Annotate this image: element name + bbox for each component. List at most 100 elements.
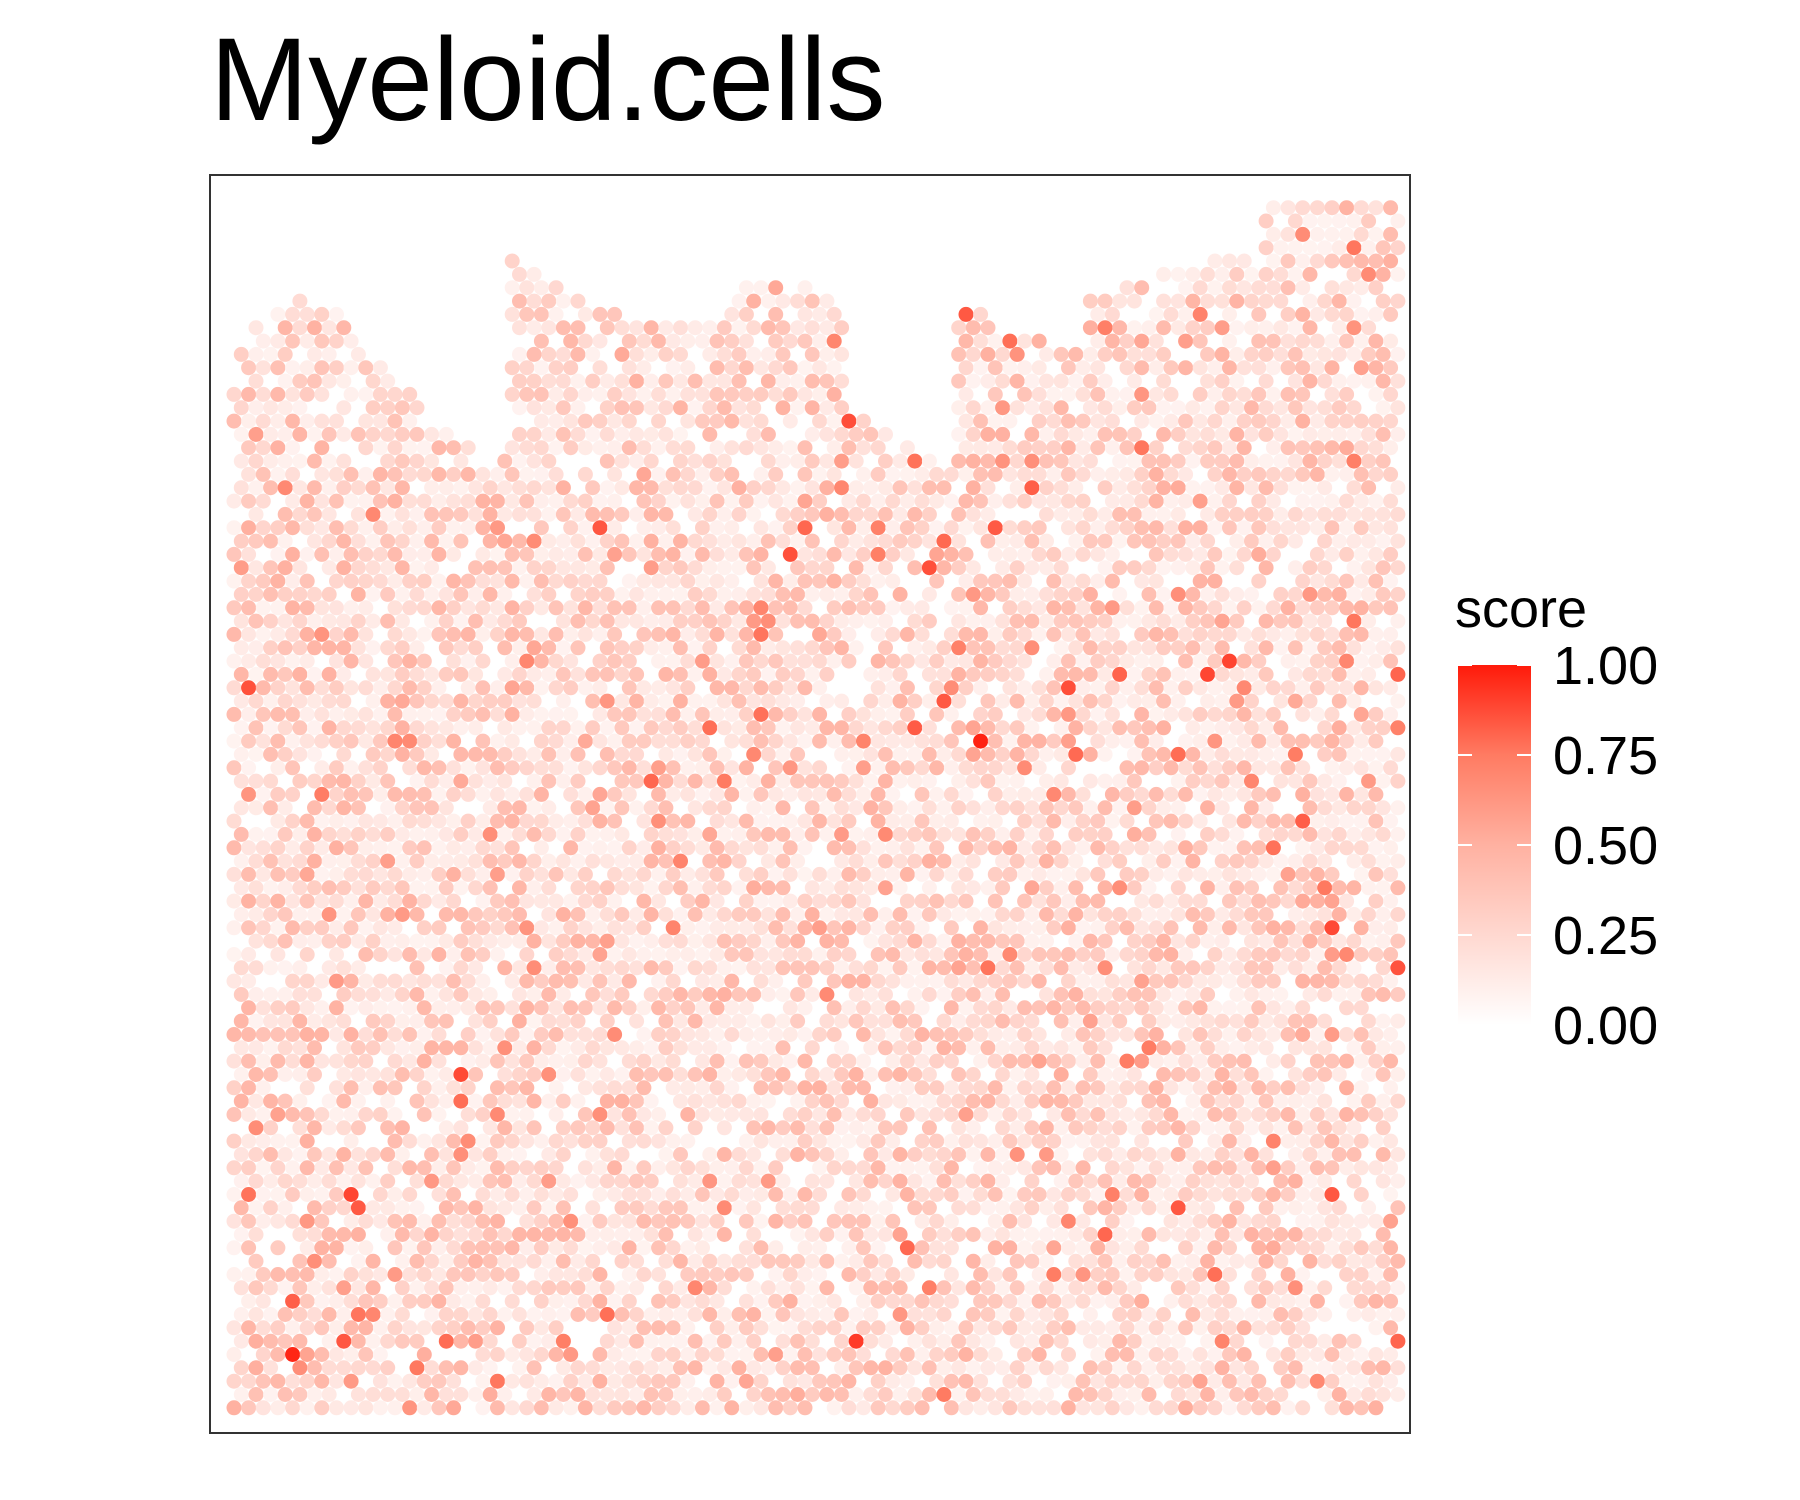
data-point bbox=[1082, 640, 1098, 656]
data-point bbox=[570, 880, 586, 896]
data-point bbox=[958, 1320, 974, 1336]
data-point bbox=[358, 1213, 374, 1229]
data-point bbox=[585, 693, 601, 709]
data-point bbox=[1214, 826, 1230, 842]
data-point bbox=[658, 480, 674, 496]
data-point bbox=[658, 613, 674, 629]
data-point bbox=[519, 760, 535, 776]
data-point bbox=[468, 1200, 484, 1216]
data-point bbox=[263, 1147, 279, 1162]
data-point bbox=[819, 1253, 835, 1269]
data-point bbox=[277, 720, 293, 736]
data-point bbox=[951, 1387, 967, 1402]
data-point bbox=[387, 1373, 403, 1389]
data-point bbox=[1258, 853, 1274, 869]
data-point bbox=[841, 493, 857, 509]
data-point bbox=[885, 973, 901, 989]
data-point bbox=[233, 826, 249, 842]
data-point bbox=[753, 840, 769, 856]
data-point bbox=[951, 506, 967, 522]
data-point bbox=[856, 1187, 871, 1202]
data-point bbox=[570, 613, 586, 629]
data-point bbox=[438, 960, 454, 976]
data-point bbox=[1185, 480, 1201, 496]
data-point bbox=[504, 1027, 520, 1042]
data-point bbox=[468, 1360, 484, 1376]
data-point bbox=[453, 1147, 469, 1162]
data-point bbox=[1068, 1120, 1084, 1136]
data-point bbox=[285, 1160, 301, 1176]
data-point bbox=[914, 626, 930, 642]
data-point bbox=[892, 720, 908, 736]
data-point bbox=[350, 1147, 366, 1162]
data-point bbox=[314, 1267, 330, 1282]
data-point bbox=[453, 613, 469, 629]
data-point bbox=[702, 506, 718, 522]
data-point bbox=[1200, 1360, 1216, 1376]
data-point bbox=[394, 560, 410, 576]
data-point bbox=[570, 773, 586, 789]
data-point bbox=[1207, 947, 1223, 962]
data-point bbox=[1134, 920, 1150, 936]
data-point bbox=[951, 533, 967, 549]
data-point bbox=[1126, 1067, 1142, 1082]
data-point bbox=[475, 920, 491, 936]
data-point bbox=[277, 1333, 293, 1349]
data-point bbox=[1302, 1173, 1318, 1189]
data-point bbox=[1185, 1360, 1201, 1376]
data-point bbox=[541, 720, 557, 736]
data-point bbox=[1192, 653, 1208, 669]
data-point bbox=[1222, 1373, 1237, 1389]
data-point bbox=[233, 560, 249, 576]
data-point bbox=[1258, 826, 1274, 842]
data-point bbox=[936, 666, 952, 682]
data-point bbox=[929, 1320, 945, 1336]
data-point bbox=[687, 746, 703, 762]
data-point bbox=[468, 586, 484, 602]
data-point bbox=[614, 773, 630, 789]
data-point bbox=[1361, 907, 1377, 922]
data-point bbox=[797, 1240, 813, 1256]
data-point bbox=[314, 1160, 330, 1176]
data-point bbox=[856, 1293, 871, 1309]
data-point bbox=[614, 1067, 630, 1082]
data-point bbox=[680, 866, 696, 882]
data-point bbox=[431, 1267, 447, 1282]
data-point bbox=[497, 1200, 513, 1216]
data-point bbox=[885, 626, 901, 642]
data-point bbox=[577, 520, 593, 536]
data-point bbox=[497, 933, 513, 949]
data-point bbox=[965, 1387, 981, 1402]
data-point bbox=[1280, 680, 1296, 696]
data-point bbox=[951, 826, 967, 842]
data-point bbox=[394, 693, 410, 709]
data-point bbox=[1170, 506, 1186, 522]
data-point bbox=[636, 1373, 652, 1389]
data-point bbox=[387, 1187, 403, 1202]
data-point bbox=[387, 706, 403, 722]
data-point bbox=[577, 1400, 593, 1416]
data-point bbox=[475, 1347, 491, 1362]
data-point bbox=[973, 1107, 989, 1122]
data-point bbox=[1112, 613, 1128, 629]
data-point bbox=[907, 773, 923, 789]
data-point bbox=[387, 786, 403, 802]
data-point bbox=[643, 1173, 659, 1189]
data-point bbox=[760, 1173, 776, 1189]
data-point bbox=[651, 973, 667, 989]
data-point bbox=[709, 466, 725, 482]
data-point bbox=[899, 1267, 915, 1282]
data-point bbox=[416, 1240, 432, 1256]
data-point bbox=[1244, 640, 1259, 656]
data-point bbox=[746, 1067, 762, 1082]
data-point bbox=[973, 600, 989, 616]
data-point bbox=[409, 1333, 425, 1349]
data-point bbox=[738, 866, 754, 882]
data-point bbox=[1097, 1200, 1113, 1216]
data-point bbox=[921, 1253, 937, 1269]
data-point bbox=[592, 893, 608, 909]
data-point bbox=[1368, 1053, 1384, 1069]
data-point bbox=[651, 733, 667, 749]
data-point bbox=[1295, 760, 1311, 776]
data-point bbox=[329, 706, 344, 722]
